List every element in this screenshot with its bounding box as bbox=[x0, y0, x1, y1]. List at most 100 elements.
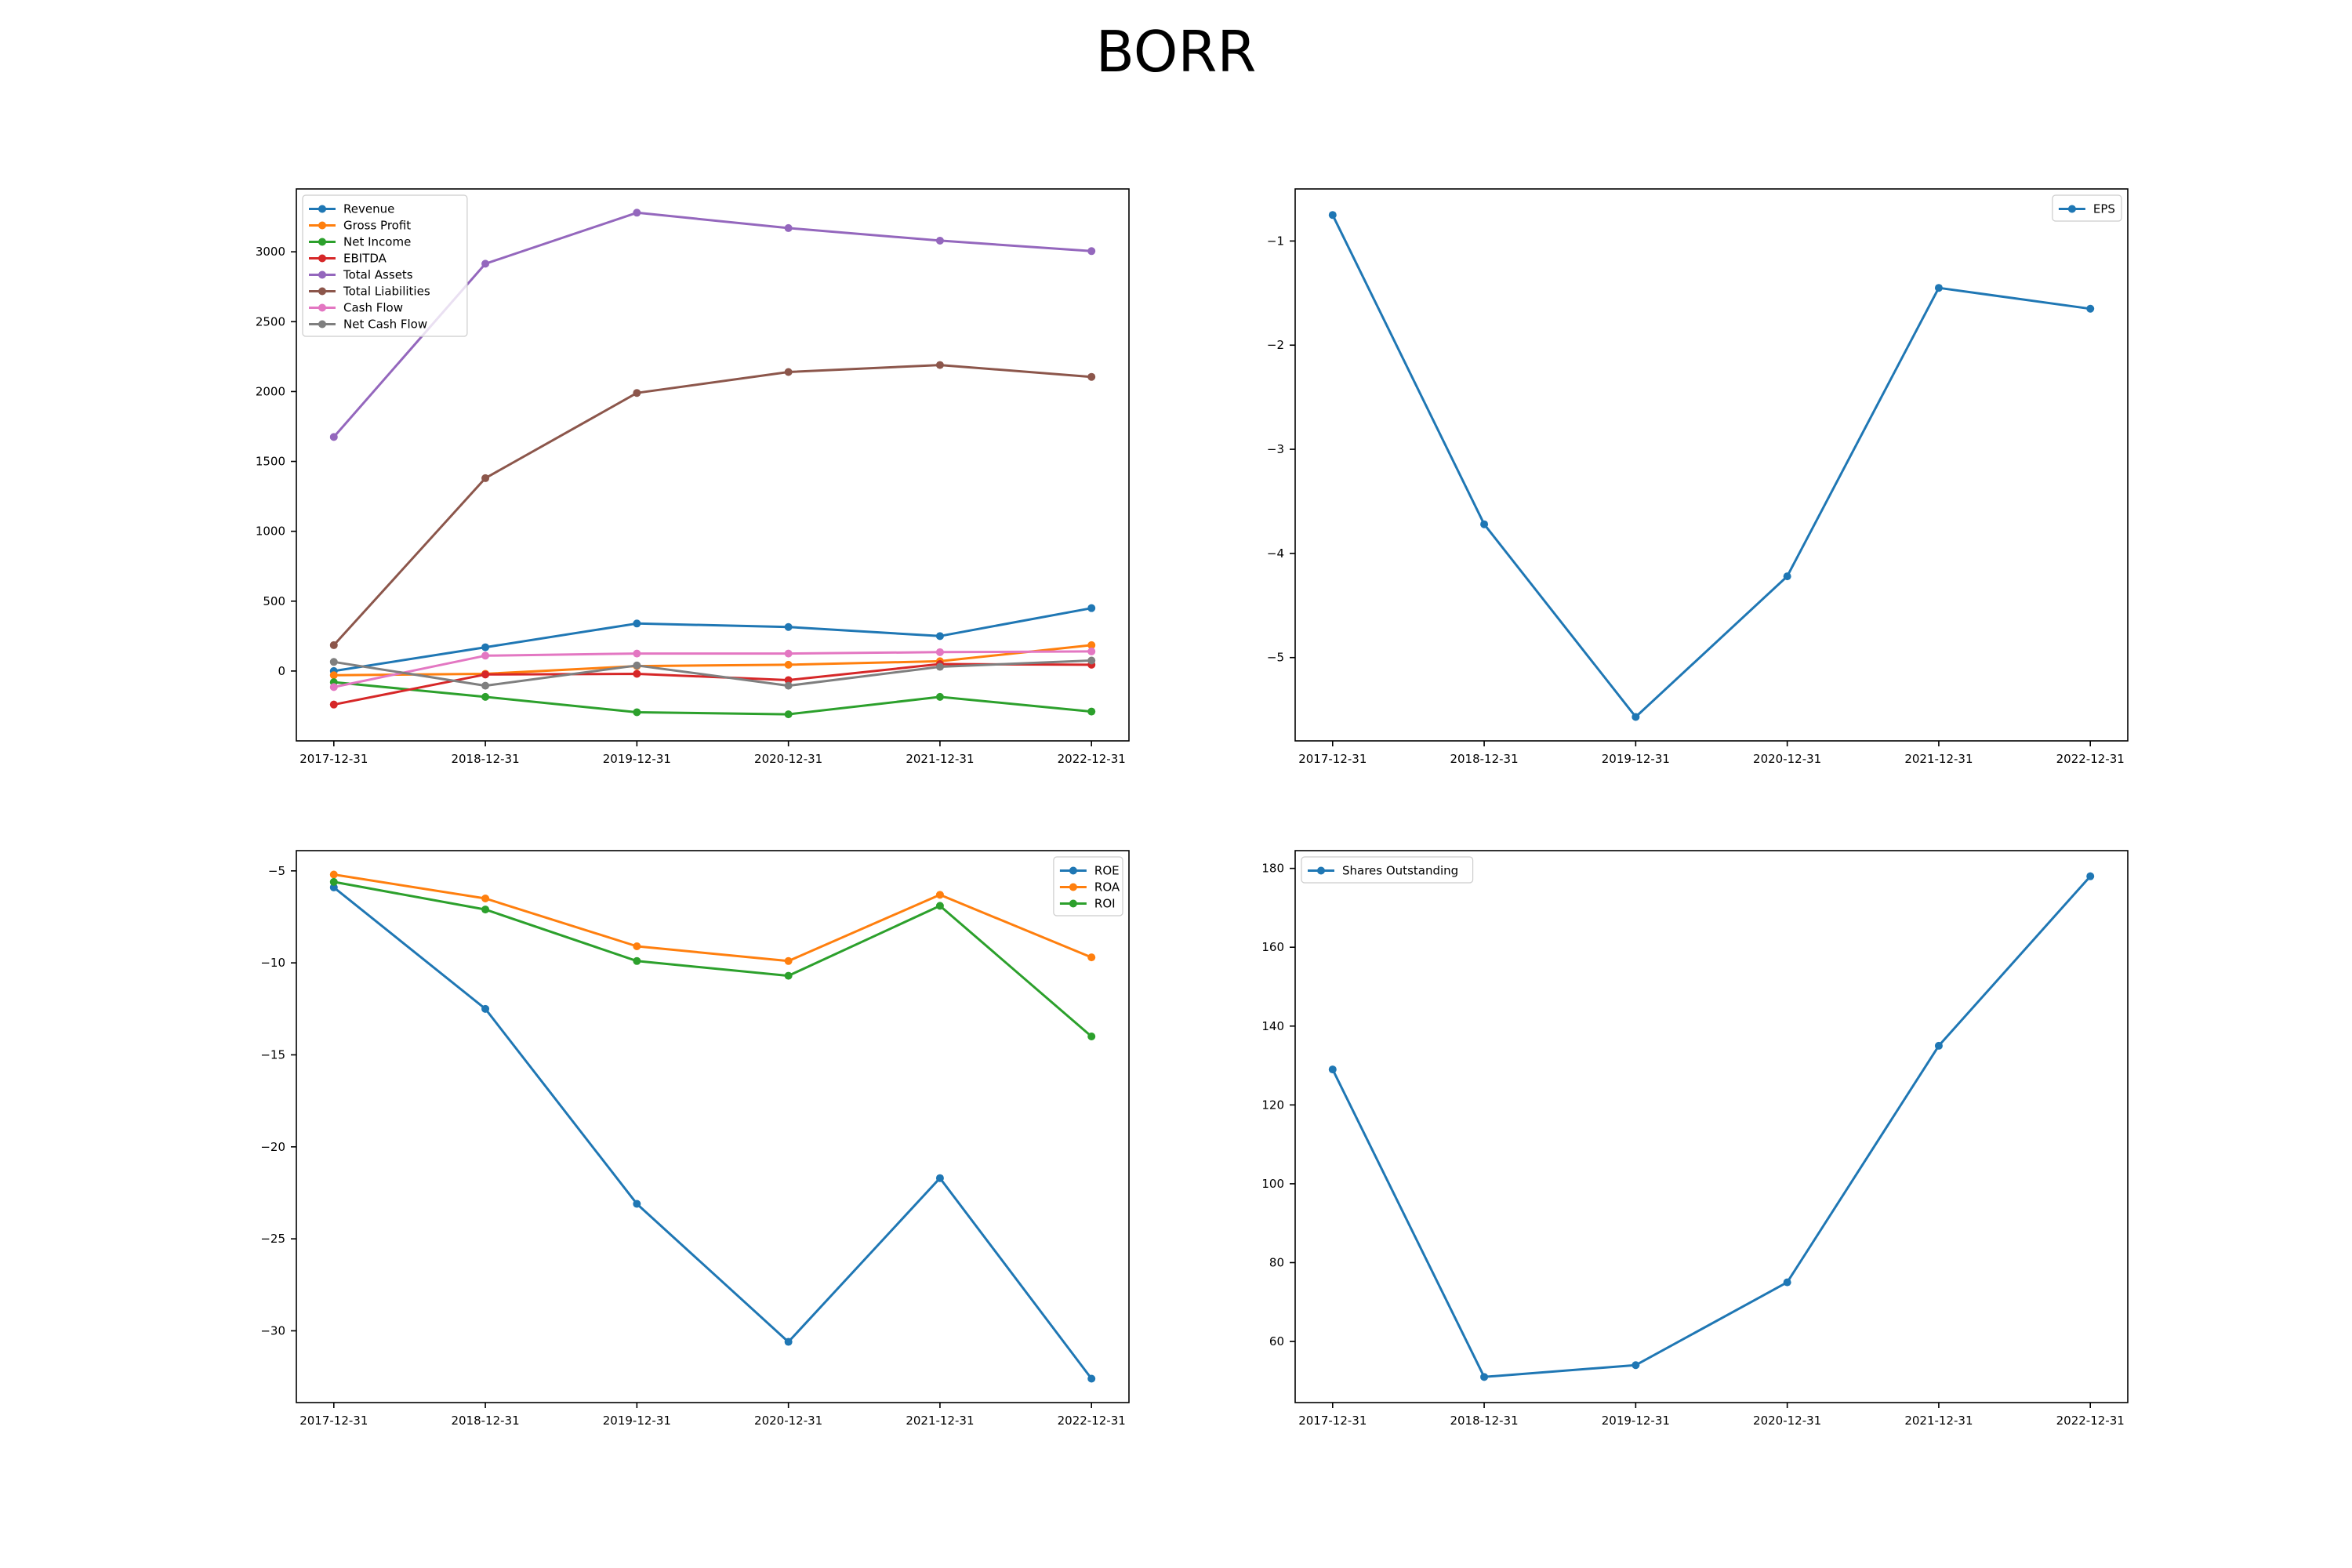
legend-marker bbox=[318, 287, 326, 296]
legend-marker bbox=[318, 303, 326, 312]
data-point bbox=[329, 883, 338, 891]
y-tick-label: 60 bbox=[1269, 1334, 1284, 1348]
x-tick-label: 2018-12-31 bbox=[1450, 752, 1518, 766]
legend: EPS bbox=[2052, 194, 2122, 222]
series-line-cash-flow bbox=[333, 650, 1092, 688]
legend-marker bbox=[318, 205, 326, 213]
x-tick-label: 2017-12-31 bbox=[1298, 752, 1367, 766]
y-tick-label: −2 bbox=[1267, 338, 1284, 352]
data-point bbox=[481, 681, 490, 690]
data-point bbox=[481, 652, 490, 660]
data-point bbox=[1328, 1065, 1337, 1074]
data-point bbox=[481, 643, 490, 652]
data-point bbox=[784, 710, 793, 719]
data-point bbox=[633, 1200, 641, 1208]
chart-panel-2: 2017-12-31 2018-12-31 2019-12-31 2020-12-31… bbox=[1267, 188, 2129, 766]
x-tick-label: 2019-12-31 bbox=[1602, 1414, 1670, 1428]
legend-marker bbox=[1069, 883, 1077, 891]
y-tick-label: 2000 bbox=[256, 384, 285, 398]
legend-entry: ROI bbox=[1094, 897, 1116, 911]
x-tick-label: 2020-12-31 bbox=[754, 1414, 822, 1428]
legend-entry: Total Liabilities bbox=[343, 285, 430, 299]
data-point bbox=[2086, 304, 2095, 313]
y-tick-label: 0 bbox=[278, 664, 285, 678]
series-line-roe bbox=[332, 886, 1093, 1380]
x-tick-label: 2017-12-31 bbox=[299, 1414, 368, 1428]
legend: Revenue Gross Profit Net Income EBITDA Total… bbox=[302, 194, 468, 337]
y-tick-label: −25 bbox=[260, 1232, 285, 1246]
series-line-revenue bbox=[333, 607, 1092, 673]
legend-marker bbox=[318, 270, 326, 279]
legend-entry: Cash Flow bbox=[343, 301, 403, 315]
data-point bbox=[784, 649, 793, 658]
data-point bbox=[633, 209, 641, 217]
chart-panel-4: 2017-12-31 2018-12-31 2019-12-31 2020-12-31… bbox=[1261, 850, 2129, 1428]
data-point bbox=[784, 681, 793, 690]
legend: Shares Outstanding bbox=[1301, 856, 1474, 884]
data-point bbox=[633, 661, 641, 670]
y-tick-label: 1000 bbox=[256, 524, 285, 539]
data-point bbox=[1632, 713, 1640, 721]
axes-frame bbox=[1294, 850, 2129, 1403]
data-point bbox=[935, 361, 944, 369]
series-line-roi bbox=[333, 880, 1093, 1038]
data-point bbox=[329, 658, 338, 666]
data-point bbox=[1087, 953, 1096, 962]
data-point bbox=[329, 683, 338, 691]
y-tick-label: 160 bbox=[1261, 940, 1284, 954]
x-tick-label: 2021-12-31 bbox=[906, 752, 974, 766]
legend-entry: Shares Outstanding bbox=[1342, 864, 1458, 878]
y-tick-label: −15 bbox=[260, 1047, 285, 1062]
y-tick-label: −1 bbox=[1267, 234, 1284, 248]
data-point bbox=[935, 236, 944, 245]
x-tick-label: 2021-12-31 bbox=[906, 1414, 974, 1428]
y-tick-label: −10 bbox=[260, 956, 285, 970]
data-point bbox=[784, 622, 793, 631]
data-point bbox=[935, 692, 944, 701]
data-point bbox=[329, 877, 338, 886]
axes-frame bbox=[296, 850, 1130, 1403]
y-tick-label: 100 bbox=[1261, 1177, 1284, 1191]
series-line-shares-outstanding bbox=[1331, 875, 2092, 1378]
series-line-eps bbox=[1331, 214, 2091, 718]
legend-box bbox=[2052, 194, 2122, 222]
data-point bbox=[1087, 1033, 1096, 1041]
chart-panel-1: 2017-12-31 2018-12-31 2019-12-31 2020-12-31… bbox=[256, 188, 1130, 766]
data-point bbox=[481, 474, 490, 482]
x-tick-label: 2022-12-31 bbox=[2056, 1414, 2125, 1428]
data-point bbox=[1087, 247, 1096, 256]
data-point bbox=[481, 1004, 490, 1013]
x-tick-label: 2020-12-31 bbox=[754, 752, 822, 766]
series-line-gross-profit bbox=[333, 644, 1092, 677]
data-point bbox=[329, 641, 338, 649]
y-tick-label: −30 bbox=[260, 1323, 285, 1338]
data-point bbox=[784, 676, 793, 684]
legend-marker bbox=[318, 238, 326, 246]
data-point bbox=[784, 368, 793, 376]
data-point bbox=[1087, 656, 1096, 665]
data-point bbox=[2086, 872, 2095, 880]
y-tick-label: −5 bbox=[1267, 651, 1284, 665]
series-line-ebitda bbox=[333, 662, 1092, 706]
data-point bbox=[329, 870, 338, 879]
x-tick-label: 2019-12-31 bbox=[603, 1414, 671, 1428]
series-line-roa bbox=[333, 873, 1092, 963]
data-point bbox=[481, 260, 490, 268]
data-point bbox=[784, 956, 793, 965]
series-line-net-income bbox=[333, 681, 1092, 716]
data-point bbox=[1087, 604, 1096, 612]
data-point bbox=[1783, 572, 1791, 581]
x-tick-label: 2022-12-31 bbox=[1058, 752, 1126, 766]
data-point bbox=[935, 662, 944, 671]
axes-frame bbox=[296, 188, 1130, 742]
legend-entry: Total Assets bbox=[343, 268, 413, 282]
data-point bbox=[935, 902, 944, 910]
data-point bbox=[935, 632, 944, 641]
y-tick-label: 2500 bbox=[256, 314, 285, 328]
data-point bbox=[935, 648, 944, 656]
data-point bbox=[481, 670, 490, 679]
legend: ROE ROA ROI bbox=[1053, 856, 1123, 916]
data-point bbox=[633, 649, 641, 658]
data-point bbox=[1632, 1361, 1640, 1370]
